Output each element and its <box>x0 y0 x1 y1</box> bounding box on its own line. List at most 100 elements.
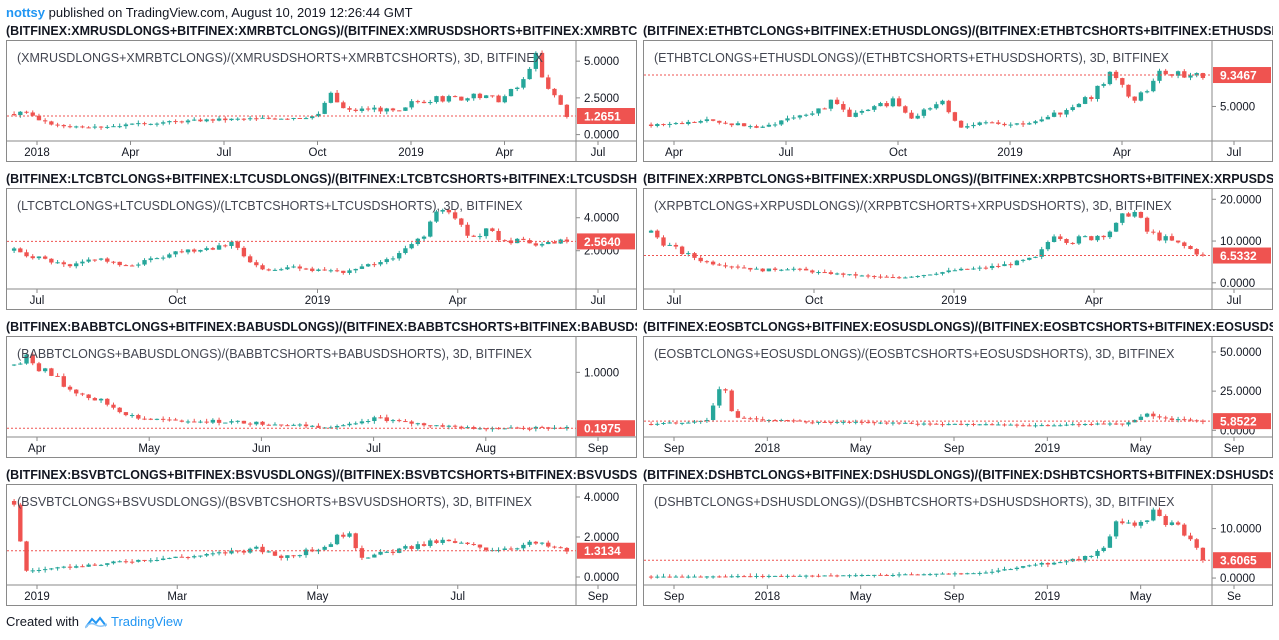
chart-panel[interactable]: (BITFINEX:DSHBTCLONGS+BITFINEX:DSHUSDLON… <box>643 466 1273 606</box>
chart-area[interactable]: 1.0000 Apr May Jun Jul Aug Sep 0.1975 (BABBTCLON… <box>6 336 637 458</box>
candle-body <box>254 546 259 549</box>
candle <box>148 418 153 421</box>
chart-area[interactable]: 0.0000 2.0000 4.0000 2019 Mar May Jul Sep 1.3134… <box>6 484 637 606</box>
candle-body <box>185 249 191 253</box>
candle <box>679 245 685 256</box>
chart-area[interactable]: 0.0000 2.5000 5.0000 2018 Apr Jul Oct 2019 Apr Ju… <box>6 40 637 162</box>
candle <box>297 264 302 272</box>
candle <box>909 276 914 278</box>
candle <box>421 541 427 547</box>
candle <box>1020 423 1026 427</box>
candle-body <box>86 127 91 129</box>
candle <box>741 415 747 419</box>
candle <box>372 553 377 558</box>
candle <box>546 540 551 548</box>
candle-body <box>260 546 265 553</box>
candle <box>1039 561 1044 567</box>
candle <box>779 120 784 126</box>
candle-body <box>1002 424 1007 426</box>
candle <box>167 417 172 422</box>
candle <box>11 246 17 254</box>
chart-panel[interactable]: (BITFINEX:ETHBTCLONGS+BITFINEX:ETHUSDLON… <box>643 22 1273 162</box>
candle <box>934 101 939 110</box>
candle-body <box>710 261 716 265</box>
candle-body <box>347 270 352 273</box>
candle-body <box>446 209 452 213</box>
candle-body <box>154 123 160 125</box>
candle-body <box>810 270 815 273</box>
candle <box>372 415 377 424</box>
x-tick-label: Apr <box>1113 147 1131 159</box>
y-tick-label: 2.0000 <box>584 532 619 544</box>
candle-body <box>303 549 309 556</box>
candle-body <box>1051 562 1057 565</box>
candle-body <box>440 96 445 102</box>
candle <box>409 420 414 427</box>
candle <box>515 86 520 92</box>
candle-body <box>791 117 796 119</box>
candle-body <box>334 270 340 272</box>
chart-panel[interactable]: (BITFINEX:LTCBTCLONGS+BITFINEX:LTCUSDLON… <box>6 170 637 310</box>
candle-body <box>36 363 42 372</box>
candle-body <box>241 550 247 553</box>
candle-body <box>766 124 772 127</box>
candle-body <box>24 354 29 364</box>
candle-body <box>983 424 989 426</box>
candle-body <box>1008 124 1013 126</box>
candle-body <box>1194 539 1199 548</box>
candle <box>828 270 834 275</box>
candle-body <box>297 555 302 557</box>
x-tick-label: Sep <box>664 591 684 603</box>
chart-area[interactable]: 2.0000 4.0000 Jul Oct 2019 Apr Jul 2.5640 (LTCBT… <box>6 188 637 310</box>
y-tick-label: 2.5000 <box>584 93 619 105</box>
candle-body <box>235 420 240 422</box>
candle <box>921 108 927 119</box>
candle-body <box>915 574 920 576</box>
candle-body <box>98 564 104 566</box>
candle-body <box>527 240 532 244</box>
candle-body <box>655 423 660 425</box>
candle-body <box>117 407 122 413</box>
candle <box>521 77 526 90</box>
candle-body <box>977 267 982 269</box>
candle <box>434 95 439 104</box>
chart-panel[interactable]: (BITFINEX:XMRUSDLONGS+BITFINEX:XMRBTCLON… <box>6 22 637 162</box>
candle-body <box>1101 547 1106 551</box>
candle-body <box>160 418 166 420</box>
chart-area[interactable]: 0.0000 25.0000 50.0000 Sep 2018 May Sep 2019 May… <box>643 336 1273 458</box>
candle-body <box>92 126 98 128</box>
candle-body <box>723 122 728 124</box>
candle-body <box>655 124 660 126</box>
publish-header: nottsy published on TradingView.com, Aug… <box>6 5 413 20</box>
chart-area[interactable]: 0.0000 10.0000 Sep 2018 May Sep 2019 May Se 3.606… <box>643 484 1273 606</box>
candle <box>148 123 153 126</box>
candle-body <box>1082 236 1088 238</box>
candle-body <box>105 398 110 405</box>
candle <box>247 547 253 554</box>
candle <box>185 556 191 560</box>
candle <box>328 542 334 548</box>
candle-body <box>173 251 178 255</box>
candle-body <box>129 123 135 125</box>
chart-panel[interactable]: (BITFINEX:BABBTCLONGS+BITFINEX:BABUSDLON… <box>6 318 637 458</box>
candle <box>428 220 433 238</box>
candle-body <box>316 269 321 271</box>
tradingview-link[interactable]: TradingView <box>110 614 183 629</box>
candle <box>667 242 672 246</box>
last-price-tag <box>577 233 635 250</box>
candle-body <box>148 258 153 261</box>
chart-panel[interactable]: (BITFINEX:BSVBTCLONGS+BITFINEX:BSVUSDLON… <box>6 466 637 606</box>
candle <box>648 122 654 128</box>
chart-panel[interactable]: (BITFINEX:EOSBTCLONGS+BITFINEX:EOSUSDLON… <box>643 318 1273 458</box>
candle <box>1138 414 1144 421</box>
candle-body <box>934 573 939 575</box>
candle <box>310 266 315 273</box>
candle <box>1107 71 1113 86</box>
chart-area[interactable]: 0.0000 10.0000 20.0000 Jul Oct 2019 Apr Jul 6.53… <box>643 188 1273 310</box>
chart-area[interactable]: 5.0000 Apr Jul Oct 2019 Apr Jul 9.3467 (ETHBTCLO… <box>643 40 1273 162</box>
chart-panel[interactable]: (BITFINEX:XRPBTCLONGS+BITFINEX:XRPUSDLON… <box>643 170 1273 310</box>
candle <box>810 110 815 117</box>
candle-body <box>797 420 803 422</box>
author-link[interactable]: nottsy <box>6 5 45 20</box>
